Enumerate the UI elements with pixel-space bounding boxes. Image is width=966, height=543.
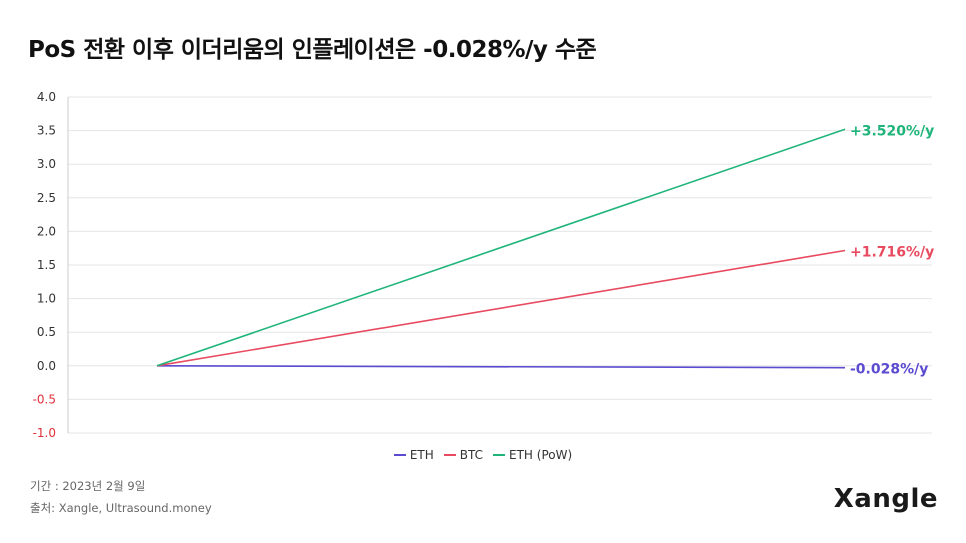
series-end-labels: -0.028%/y +1.716%/y +3.520%/y xyxy=(850,123,934,377)
end-label-btc: +1.716%/y xyxy=(850,244,934,260)
y-tick-label: 2.0 xyxy=(37,224,56,238)
source-note: 출처: Xangle, Ultrasound.money xyxy=(30,501,212,515)
series-line-eth-pow xyxy=(156,128,846,367)
chart-title: PoS 전환 이후 이더리움의 인플레이션은 -0.028%/y 수준 xyxy=(28,37,597,63)
end-label-eth: -0.028%/y xyxy=(850,362,928,378)
legend-label: ETH xyxy=(409,448,434,462)
y-tick-label: -0.5 xyxy=(33,392,56,406)
legend-label: BTC xyxy=(459,448,484,462)
series-lines xyxy=(156,128,846,369)
y-tick-label: 0.0 xyxy=(37,359,56,373)
grid-lines xyxy=(67,96,932,434)
legend-item-btc[interactable]: BTC xyxy=(443,448,484,462)
legend-item-eth-pow[interactable]: ETH (PoW) xyxy=(493,448,572,462)
y-tick-label: 1.0 xyxy=(37,292,56,306)
y-tick-label: 4.0 xyxy=(37,90,56,104)
series-line-eth xyxy=(156,364,846,369)
y-tick-label: 3.5 xyxy=(37,124,56,138)
y-tick-label: 0.5 xyxy=(37,325,56,339)
chart-legend: ETH BTC ETH (PoW) xyxy=(0,448,966,462)
series-line-btc xyxy=(156,249,846,367)
legend-swatch xyxy=(493,454,506,456)
legend-label: ETH (PoW) xyxy=(509,448,573,462)
xangle-logo: Xangle xyxy=(833,484,938,514)
y-tick-label: 3.0 xyxy=(37,157,56,171)
legend-item-eth[interactable]: ETH xyxy=(393,448,434,462)
y-axis-tick-labels: 4.0 3.5 3.0 2.5 2.0 1.5 1.0 0.5 0.0 -0.5 -1.0 xyxy=(33,90,56,440)
legend-swatch xyxy=(393,454,406,456)
y-tick-label: -1.0 xyxy=(33,426,56,440)
end-label-eth-pow: +3.520%/y xyxy=(850,123,934,139)
period-note: 기간 : 2023년 2월 9일 xyxy=(30,479,146,493)
y-tick-label: 2.5 xyxy=(37,191,56,205)
legend-swatch xyxy=(443,454,456,456)
y-tick-label: 1.5 xyxy=(37,258,56,272)
